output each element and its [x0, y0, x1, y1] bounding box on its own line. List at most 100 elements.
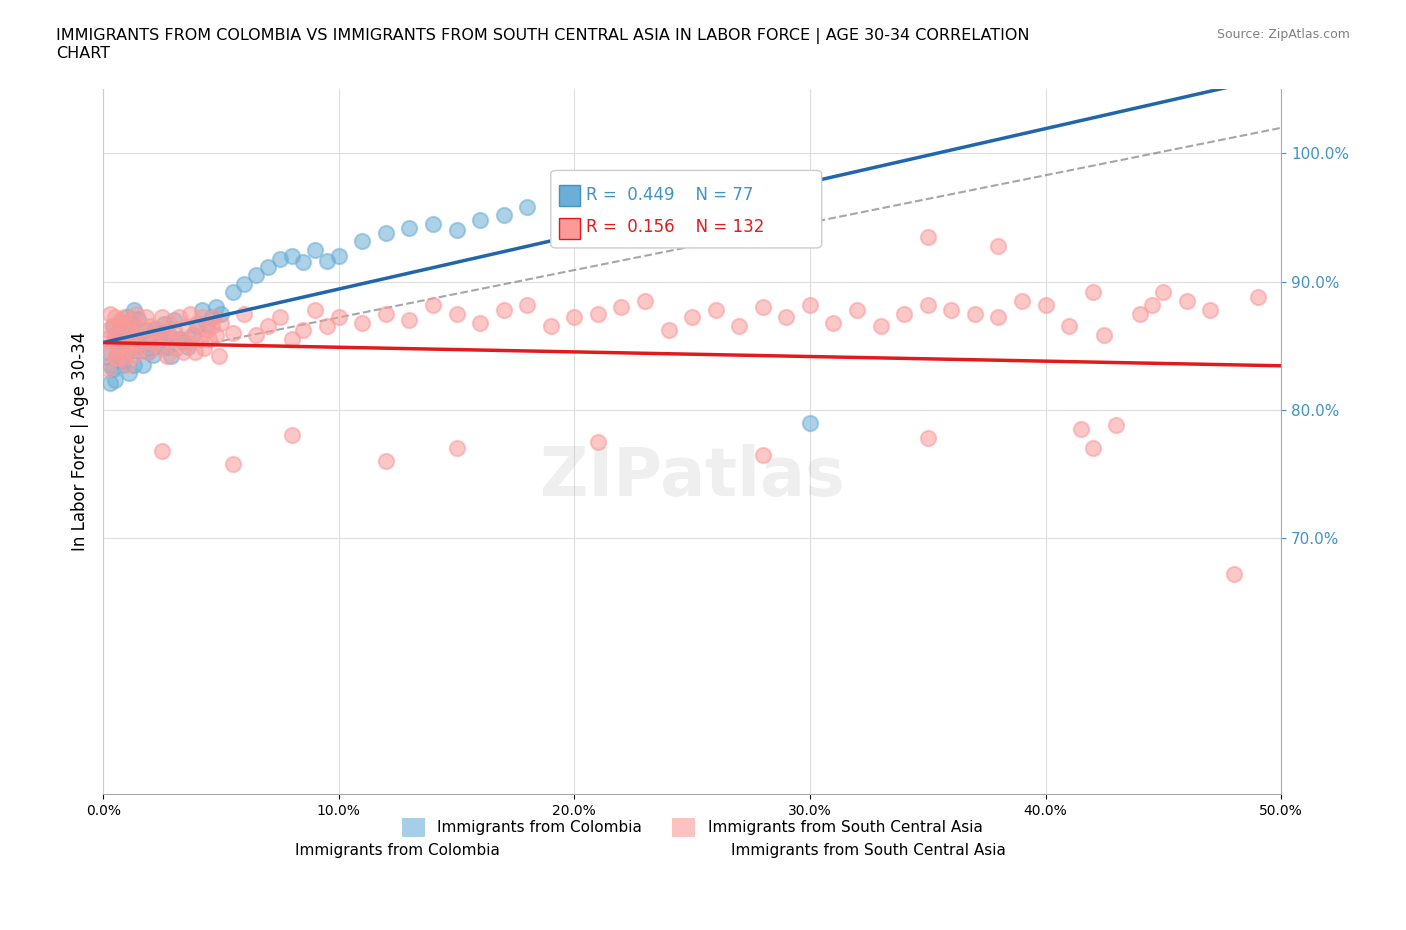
Point [446, 306, 468, 321]
Point [917, 298, 939, 312]
Point [108, 353, 131, 368]
Point [150, 332, 173, 347]
Point [634, 293, 657, 308]
Point [446, 223, 468, 238]
Point [468, 213, 491, 228]
Point [292, 323, 315, 338]
Text: R =  0.156    N = 132: R = 0.156 N = 132 [586, 218, 765, 236]
Point [468, 315, 491, 330]
Point [233, 306, 256, 321]
Point [101, 319, 124, 334]
Point [153, 316, 176, 331]
Point [540, 319, 562, 334]
Text: Immigrants from Colombia: Immigrants from Colombia [295, 844, 501, 858]
Point [188, 332, 211, 347]
Point [157, 328, 180, 343]
Point [917, 230, 939, 245]
Point [146, 323, 169, 338]
Point [122, 302, 145, 317]
Point [156, 339, 179, 354]
Point [127, 340, 149, 355]
Point [181, 328, 204, 343]
Point [799, 415, 821, 430]
Point [143, 322, 166, 337]
Point [118, 365, 141, 380]
Point [94, 332, 117, 347]
Point [111, 316, 134, 331]
Point [115, 310, 138, 325]
Point [122, 347, 145, 362]
Point [191, 310, 214, 325]
Point [398, 220, 420, 235]
Point [963, 306, 986, 321]
Point [163, 323, 186, 338]
Point [170, 332, 193, 347]
Point [1035, 298, 1057, 312]
Point [280, 248, 302, 263]
Point [191, 302, 214, 317]
Point [893, 306, 915, 321]
Point [184, 345, 207, 360]
Point [823, 315, 845, 330]
Point [139, 319, 162, 334]
Point [142, 347, 165, 362]
Point [179, 306, 201, 321]
Point [704, 200, 727, 215]
Point [846, 302, 869, 317]
Point [374, 306, 396, 321]
Point [174, 319, 197, 334]
Point [446, 441, 468, 456]
Point [186, 315, 208, 330]
Point [104, 328, 127, 343]
Point [115, 332, 138, 347]
Point [135, 323, 157, 338]
Point [108, 340, 131, 355]
Point [149, 340, 172, 355]
Point [98, 376, 121, 391]
Point [562, 310, 585, 325]
Point [118, 337, 141, 352]
Point [120, 330, 142, 345]
Point [104, 373, 127, 388]
Text: ZIPatlas: ZIPatlas [540, 444, 845, 510]
Point [1070, 421, 1092, 436]
Point [136, 345, 159, 360]
Point [328, 248, 350, 263]
Point [422, 217, 444, 232]
Point [775, 225, 797, 240]
Point [1011, 293, 1033, 308]
Point [177, 339, 200, 354]
Point [704, 302, 727, 317]
Point [1152, 285, 1174, 299]
Point [233, 277, 256, 292]
Point [1199, 302, 1222, 317]
Point [135, 310, 157, 325]
Point [112, 349, 135, 364]
Point [304, 302, 326, 317]
Point [492, 302, 515, 317]
Point [562, 191, 585, 206]
Point [658, 194, 681, 209]
Point [987, 238, 1010, 253]
Point [160, 349, 183, 364]
Point [200, 310, 222, 325]
Point [257, 319, 280, 334]
Point [132, 357, 155, 372]
Point [516, 298, 538, 312]
Point [122, 357, 145, 372]
Point [177, 336, 200, 351]
Point [222, 285, 245, 299]
Point [112, 310, 135, 325]
Point [108, 323, 131, 338]
Point [120, 316, 142, 331]
Point [108, 313, 131, 328]
Point [193, 340, 215, 355]
Point [1140, 298, 1163, 312]
Point [316, 254, 339, 269]
Point [101, 361, 124, 376]
Point [352, 233, 374, 248]
Point [115, 345, 138, 360]
Point [280, 332, 302, 347]
Point [681, 310, 703, 325]
Point [112, 349, 135, 364]
